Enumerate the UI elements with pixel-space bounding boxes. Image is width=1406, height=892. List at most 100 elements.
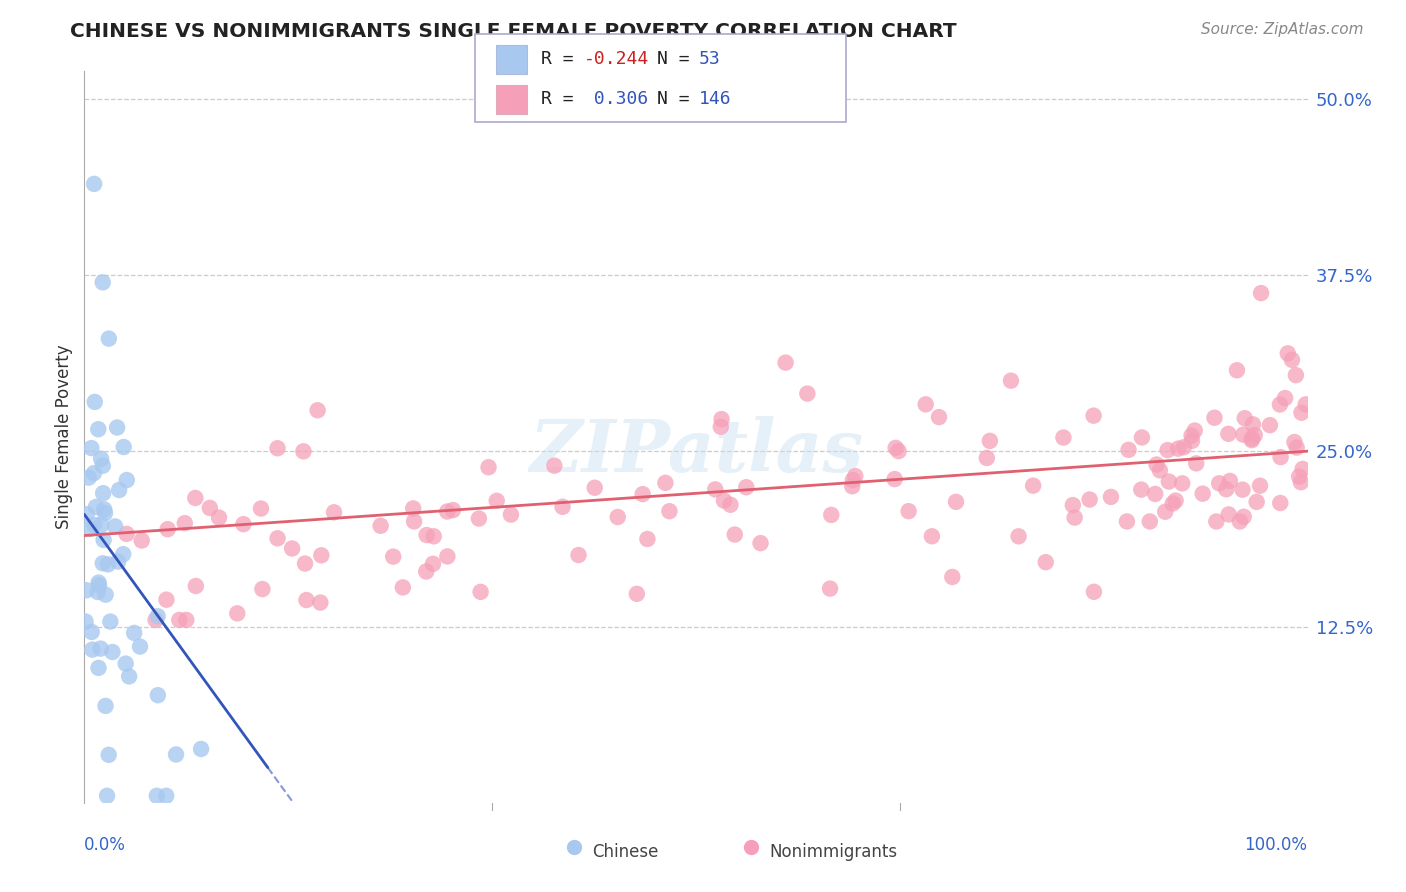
Point [887,444,910,458]
Point [1284,435,1306,450]
Point [165,747,187,762]
Point [87,575,110,590]
Text: CHINESE VS NONIMMIGRANTS SINGLE FEMALE POVERTY CORRELATION CHART: CHINESE VS NONIMMIGRANTS SINGLE FEMALE P… [70,22,957,41]
Point [155,592,177,607]
Point [1270,496,1292,510]
Point [1232,427,1254,442]
Point [1116,515,1139,529]
Point [83,177,105,191]
Point [250,501,273,516]
Point [1118,442,1140,457]
Point [129,640,152,654]
Point [1171,476,1194,491]
Text: Chinese: Chinese [592,843,658,861]
Point [80,797,103,811]
Point [91,458,114,473]
Point [87,422,110,436]
Point [97,747,120,762]
Point [79,522,101,536]
Point [1274,391,1296,405]
Point [1180,428,1202,442]
Point [208,510,231,524]
Point [1157,475,1180,489]
Point [720,498,742,512]
Point [281,541,304,556]
Point [1149,463,1171,477]
Point [976,450,998,465]
Point [1250,286,1272,301]
Point [1218,508,1240,522]
Point [842,473,865,487]
Point [631,487,654,501]
Point [98,615,121,629]
Point [90,451,112,466]
Point [190,742,212,756]
Point [436,549,458,564]
Point [422,557,444,571]
Point [543,458,565,473]
Point [392,581,415,595]
Point [1000,374,1022,388]
Point [90,641,112,656]
Point [323,505,346,519]
Point [1241,417,1264,432]
Point [841,479,863,493]
Point [266,442,288,456]
Text: 146: 146 [699,90,731,108]
Point [80,624,103,639]
Text: 53: 53 [699,51,720,69]
Point [1164,493,1187,508]
Point [775,356,797,370]
Point [404,515,426,529]
Point [76,508,98,522]
Point [1208,476,1230,491]
Point [83,466,105,480]
Y-axis label: Single Female Poverty: Single Female Poverty [55,345,73,529]
Point [1062,498,1084,512]
Point [115,527,138,541]
Point [77,797,100,811]
Point [945,495,967,509]
Point [75,615,97,629]
Point [77,470,100,484]
Point [1154,505,1177,519]
Point [198,500,221,515]
Point [441,503,464,517]
Point [87,661,110,675]
Point [1083,409,1105,423]
Point [1146,458,1168,472]
Text: 0.0%: 0.0% [84,836,127,854]
Point [184,579,207,593]
Point [1277,346,1299,360]
Point [1181,434,1204,448]
Point [184,491,207,505]
Point [1219,474,1241,488]
Point [82,642,104,657]
Point [1240,433,1263,447]
Point [1291,462,1313,476]
Point [884,441,907,455]
Point [710,419,733,434]
Point [1078,492,1101,507]
Point [704,483,727,497]
Point [112,547,135,561]
Point [112,440,135,454]
Point [735,480,758,494]
Point [477,460,499,475]
Point [921,529,943,543]
Point [1288,469,1310,483]
Point [252,582,274,596]
Point [1139,515,1161,529]
Point [567,548,589,562]
Point [713,493,735,508]
Point [83,517,105,532]
Point [928,410,950,425]
Point [402,501,425,516]
Point [1268,397,1291,411]
Point [979,434,1001,448]
Point [156,522,179,536]
Point [583,481,606,495]
Point [1246,495,1268,509]
Point [75,583,97,598]
Point [820,508,842,522]
